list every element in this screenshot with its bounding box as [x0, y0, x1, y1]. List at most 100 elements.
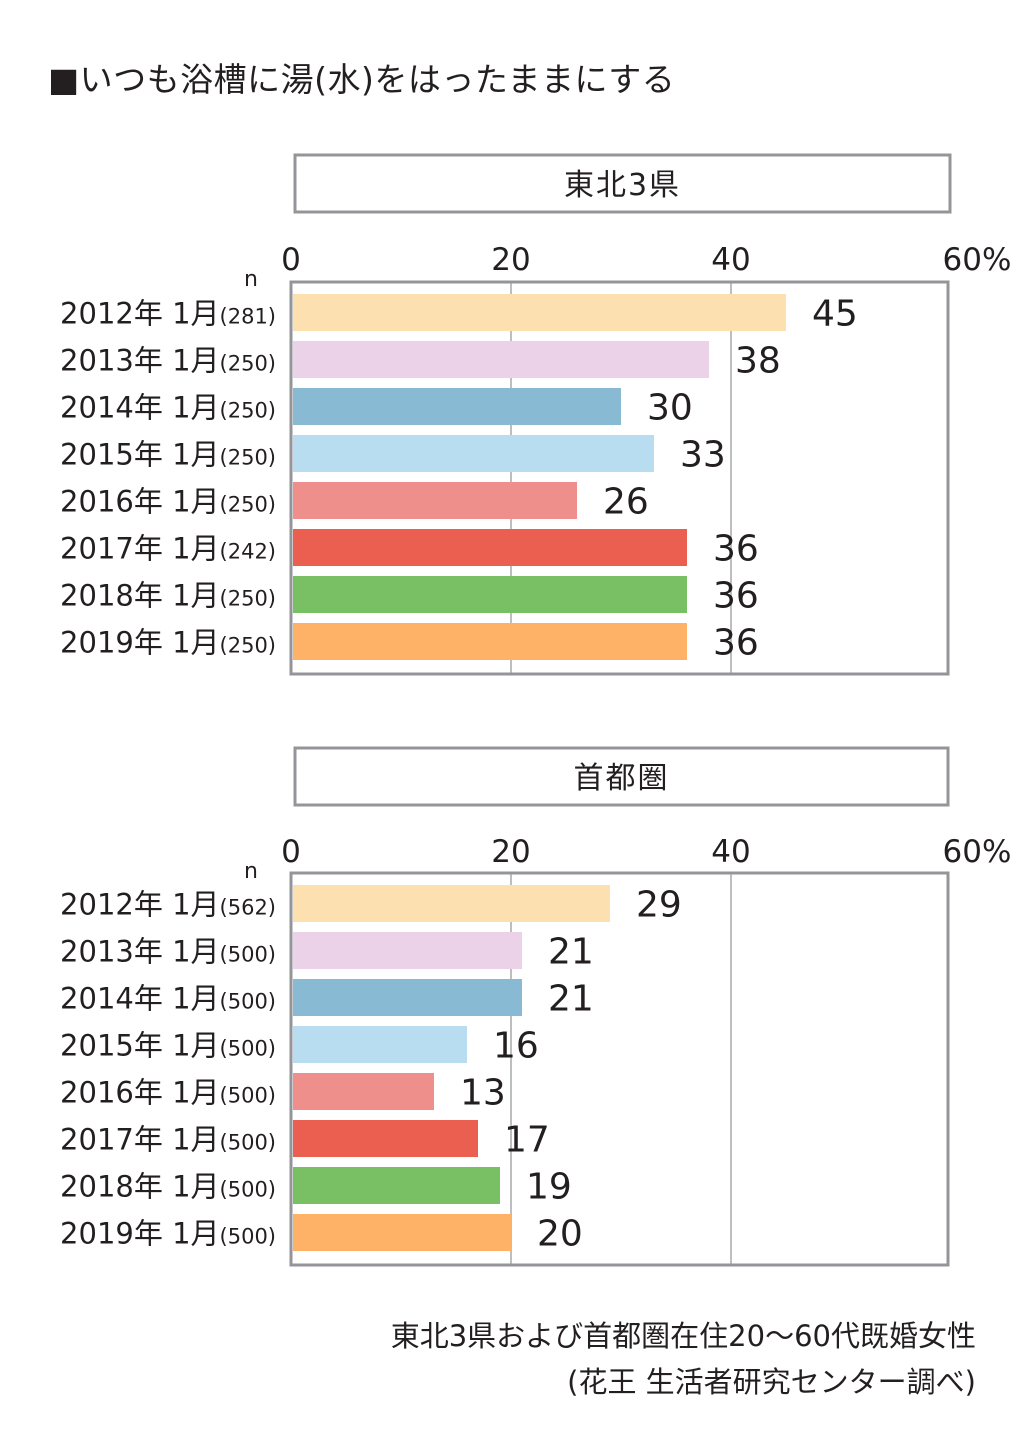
category-label: 2015年 1月(250): [60, 438, 276, 472]
category-date: 2017年 1月: [60, 1123, 219, 1157]
sample-size: (250): [220, 493, 276, 517]
sample-size: (500): [220, 1178, 276, 1202]
data-label: 33: [680, 435, 726, 476]
bar: [293, 1214, 511, 1251]
category-label: 2019年 1月(250): [60, 626, 276, 660]
category-date: 2017年 1月: [60, 532, 219, 566]
category-date: 2015年 1月: [60, 438, 219, 472]
x-tick-label: 60%: [943, 242, 1012, 278]
data-label: 26: [603, 482, 649, 523]
x-tick-label: 20: [491, 834, 530, 870]
x-tick-label: 0: [281, 834, 301, 870]
category-date: 2016年 1月: [60, 485, 219, 519]
sample-size: (500): [220, 1037, 276, 1061]
category-date: 2018年 1月: [60, 579, 219, 613]
plot-frame: [289, 280, 950, 676]
category-label: 2014年 1月(250): [60, 391, 276, 425]
sample-size: (250): [220, 399, 276, 423]
data-label: 21: [548, 979, 594, 1020]
category-date: 2012年 1月: [60, 297, 219, 331]
sample-size: (250): [220, 587, 276, 611]
panel-header-box: [293, 746, 950, 807]
plot-frame: [289, 871, 950, 1267]
panel-title: 東北3県: [564, 168, 681, 203]
bar: [293, 388, 621, 425]
category-date: 2018年 1月: [60, 1170, 219, 1204]
data-label: 20: [537, 1214, 583, 1255]
sample-size: (500): [220, 1225, 276, 1249]
data-label: 17: [504, 1120, 550, 1161]
category-label: 2014年 1月(500): [60, 982, 276, 1016]
data-label: 19: [526, 1167, 572, 1208]
bar: [293, 885, 610, 922]
bar: [293, 1026, 467, 1063]
footer-source: (花王 生活者研究センター調べ): [567, 1365, 976, 1399]
sample-size: (281): [220, 305, 276, 329]
sample-size: (562): [220, 896, 276, 920]
category-date: 2015年 1月: [60, 1029, 219, 1063]
bar: [293, 294, 786, 331]
sample-size: (500): [220, 990, 276, 1014]
bar: [293, 932, 522, 969]
category-label: 2016年 1月(250): [60, 485, 276, 519]
category-label: 2012年 1月(562): [60, 888, 276, 922]
category-date: 2013年 1月: [60, 344, 219, 378]
sample-size: (250): [220, 634, 276, 658]
bar: [293, 576, 687, 613]
data-label: 30: [647, 388, 693, 429]
panel-header-box: [293, 153, 952, 214]
category-label: 2013年 1月(250): [60, 344, 276, 378]
bar: [293, 529, 687, 566]
sample-size: (250): [220, 352, 276, 376]
bar: [293, 435, 654, 472]
n-label: n: [244, 267, 258, 292]
category-label: 2013年 1月(500): [60, 935, 276, 969]
sample-size: (500): [220, 1084, 276, 1108]
x-tick-label: 40: [711, 834, 750, 870]
category-label: 2018年 1月(250): [60, 579, 276, 613]
category-label: 2015年 1月(500): [60, 1029, 276, 1063]
sample-size: (500): [220, 1131, 276, 1155]
data-label: 36: [713, 623, 759, 664]
x-tick-label: 60%: [943, 834, 1012, 870]
x-tick-label: 0: [281, 242, 301, 278]
bar: [293, 1120, 478, 1157]
footer-note: 東北3県および首都圏在住20〜60代既婚女性: [390, 1319, 976, 1353]
sample-size: (250): [220, 446, 276, 470]
x-tick-label: 40: [711, 242, 750, 278]
data-label: 29: [636, 885, 682, 926]
bar: [293, 341, 709, 378]
bar: [293, 979, 522, 1016]
data-label: 45: [812, 294, 858, 335]
bar: [293, 623, 687, 660]
data-label: 21: [548, 932, 594, 973]
category-label: 2016年 1月(500): [60, 1076, 276, 1110]
category-date: 2013年 1月: [60, 935, 219, 969]
data-label: 13: [460, 1073, 506, 1114]
sample-size: (242): [220, 540, 276, 564]
category-label: 2019年 1月(500): [60, 1217, 276, 1251]
panel-title: 首都圏: [574, 761, 670, 796]
data-label: 38: [735, 341, 781, 382]
category-date: 2012年 1月: [60, 888, 219, 922]
category-date: 2019年 1月: [60, 626, 219, 660]
category-label: 2012年 1月(281): [60, 297, 276, 331]
category-date: 2016年 1月: [60, 1076, 219, 1110]
category-label: 2018年 1月(500): [60, 1170, 276, 1204]
data-label: 36: [713, 529, 759, 570]
x-tick-label: 20: [491, 242, 530, 278]
sample-size: (500): [220, 943, 276, 967]
bar: [293, 482, 577, 519]
category-label: 2017年 1月(500): [60, 1123, 276, 1157]
bar: [293, 1167, 500, 1204]
category-date: 2014年 1月: [60, 391, 219, 425]
n-label: n: [244, 859, 258, 884]
bar: [293, 1073, 434, 1110]
category-label: 2017年 1月(242): [60, 532, 276, 566]
category-date: 2019年 1月: [60, 1217, 219, 1251]
category-date: 2014年 1月: [60, 982, 219, 1016]
data-label: 16: [493, 1026, 539, 1067]
data-label: 36: [713, 576, 759, 617]
chart-title: ■いつも浴槽に湯(水)をはったままにする: [48, 60, 676, 99]
